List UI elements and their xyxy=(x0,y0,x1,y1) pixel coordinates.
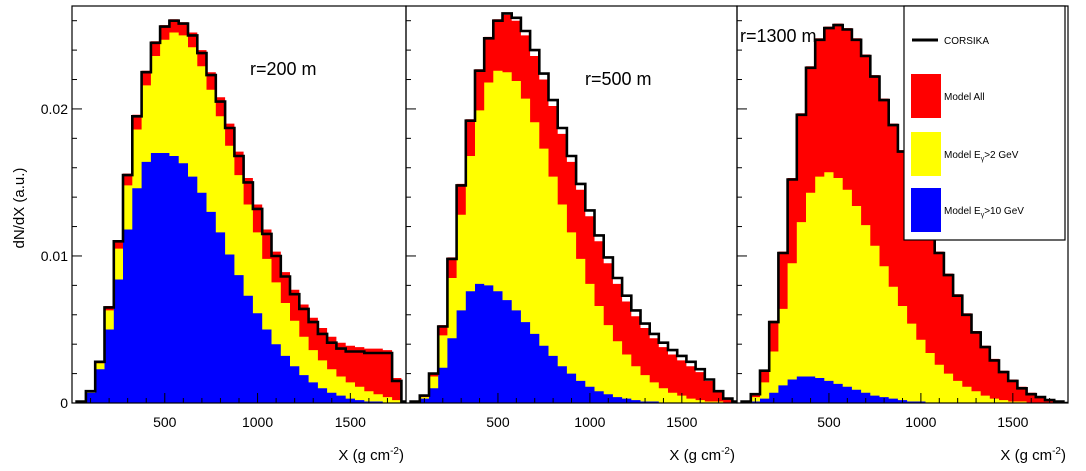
legend-swatch xyxy=(911,74,941,118)
x-tick-label: 1500 xyxy=(997,414,1028,430)
x-axis-label: X (g cm-2) xyxy=(1000,446,1066,464)
plot-area xyxy=(75,19,406,403)
panel-2: 500 1000 1500 X (g cm-2) r=500 m xyxy=(405,5,738,464)
plot-area xyxy=(409,12,737,403)
x-tick-label: 1000 xyxy=(242,414,273,430)
x-tick-label: 500 xyxy=(817,414,841,430)
x-tick-label: 1500 xyxy=(335,414,366,430)
x-tick-label: 1000 xyxy=(905,414,936,430)
x-tick-label: 500 xyxy=(486,414,510,430)
y-tick-label: 0 xyxy=(60,395,68,411)
legend-swatch xyxy=(911,188,941,232)
legend: CORSIKA Model All Model Eγ>2 GeV Model Eγ>1… xyxy=(903,5,1066,241)
x-tick-label: 1000 xyxy=(574,414,605,430)
model-2gev-area xyxy=(741,172,1068,403)
y-axis-label: dN/dX (a.u.) xyxy=(11,168,28,249)
corsika-line xyxy=(75,19,406,403)
legend-label: Model All xyxy=(944,92,985,103)
x-axis-label: X (g cm-2) xyxy=(338,446,404,464)
x-axis-label: X (g cm-2) xyxy=(669,446,735,464)
y-tick-label: 0.02 xyxy=(41,101,68,117)
legend-swatch xyxy=(911,132,941,176)
model-10gev-area xyxy=(410,283,737,403)
x-tick-label: 500 xyxy=(153,414,177,430)
radius-annotation: r=200 m xyxy=(250,59,317,79)
model-10gev-area xyxy=(741,376,1068,403)
y-tick-label: 0.01 xyxy=(41,248,68,264)
radius-annotation: r=1300 m xyxy=(740,26,817,46)
model-10gev-area xyxy=(76,153,406,403)
panel-1: 500 1000 1500 0 0.01 0.02 X (g cm-2) r=200 m xyxy=(41,5,407,464)
legend-label: CORSIKA xyxy=(944,36,989,47)
legend-label: Model Eγ>10 GeV xyxy=(944,206,1024,219)
legend-label: Model Eγ>2 GeV xyxy=(944,150,1019,163)
radius-annotation: r=500 m xyxy=(585,69,652,89)
corsika-line xyxy=(409,12,737,403)
x-tick-label: 1500 xyxy=(666,414,697,430)
